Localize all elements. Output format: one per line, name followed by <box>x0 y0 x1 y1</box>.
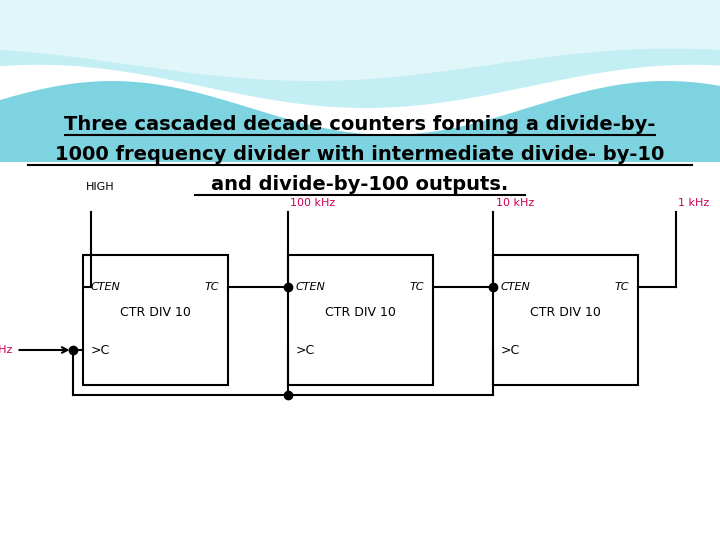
Text: 1000 frequency divider with intermediate divide- by-10: 1000 frequency divider with intermediate… <box>55 145 665 165</box>
FancyBboxPatch shape <box>83 255 228 385</box>
Polygon shape <box>0 0 720 108</box>
Text: >C: >C <box>91 343 109 356</box>
Text: TC: TC <box>205 282 220 292</box>
Text: TC: TC <box>410 282 425 292</box>
Polygon shape <box>0 0 720 81</box>
Polygon shape <box>0 0 720 162</box>
Text: 1 MHz: 1 MHz <box>0 345 12 355</box>
Text: CTR DIV 10: CTR DIV 10 <box>120 306 190 319</box>
Text: CTEN: CTEN <box>500 282 531 292</box>
Text: >C: >C <box>295 343 315 356</box>
Text: CTR DIV 10: CTR DIV 10 <box>530 306 600 319</box>
Text: CTEN: CTEN <box>91 282 120 292</box>
Text: TC: TC <box>615 282 629 292</box>
Text: HIGH: HIGH <box>86 182 114 192</box>
Text: 1 kHz: 1 kHz <box>678 198 710 208</box>
Text: and divide-by-100 outputs.: and divide-by-100 outputs. <box>212 176 508 194</box>
Text: 10 kHz: 10 kHz <box>495 198 534 208</box>
Text: Three cascaded decade counters forming a divide-by-: Three cascaded decade counters forming a… <box>64 116 656 134</box>
Text: >C: >C <box>500 343 520 356</box>
Text: CTR DIV 10: CTR DIV 10 <box>325 306 395 319</box>
Text: CTEN: CTEN <box>295 282 325 292</box>
FancyBboxPatch shape <box>287 255 433 385</box>
Text: 100 kHz: 100 kHz <box>290 198 336 208</box>
FancyBboxPatch shape <box>492 255 637 385</box>
Polygon shape <box>0 0 720 135</box>
